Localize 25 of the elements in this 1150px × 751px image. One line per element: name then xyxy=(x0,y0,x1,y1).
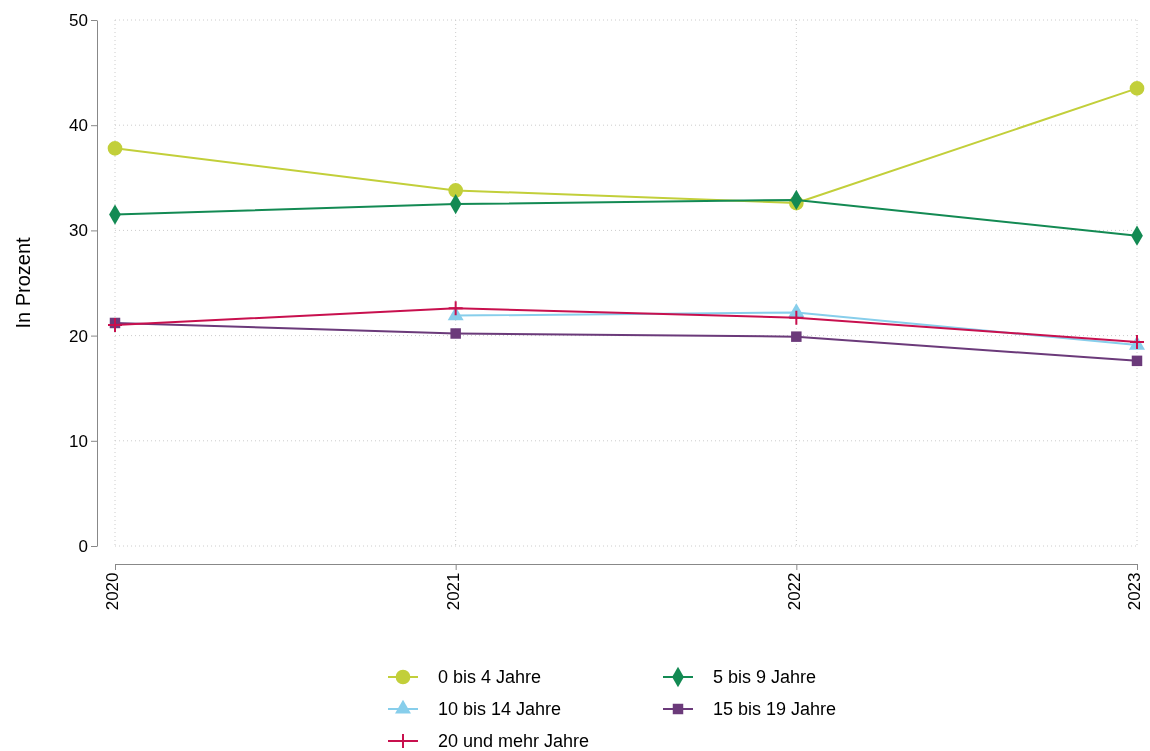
legend-label: 10 bis 14 Jahre xyxy=(438,699,562,720)
point xyxy=(791,331,802,342)
y-tick-label: 20 xyxy=(69,326,88,346)
x-tick-label: 2021 xyxy=(443,572,463,611)
x-tick-label: 2020 xyxy=(103,572,123,611)
point xyxy=(107,141,123,156)
y-tick-label: 50 xyxy=(69,10,88,30)
y-tick-label: 10 xyxy=(69,431,88,451)
x-tick-label: 2022 xyxy=(784,572,804,611)
y-axis-title: In Prozent xyxy=(12,236,34,329)
y-tick-label: 0 xyxy=(78,536,88,556)
y-tick-label: 30 xyxy=(69,221,88,241)
point xyxy=(107,317,123,334)
point xyxy=(450,328,461,339)
point xyxy=(447,300,464,317)
point xyxy=(448,183,464,198)
legend-label: 5 bis 9 Jahre xyxy=(713,667,817,688)
point xyxy=(788,309,805,326)
legend-label: 20 und mehr Jahre xyxy=(438,731,590,751)
point xyxy=(1129,81,1145,96)
legend-label: 15 bis 19 Jahre xyxy=(713,699,837,720)
point xyxy=(1131,355,1143,367)
y-tick-label: 40 xyxy=(69,116,88,136)
x-tick-label: 2023 xyxy=(1125,572,1145,611)
legend-label: 0 bis 4 Jahre xyxy=(438,667,542,688)
